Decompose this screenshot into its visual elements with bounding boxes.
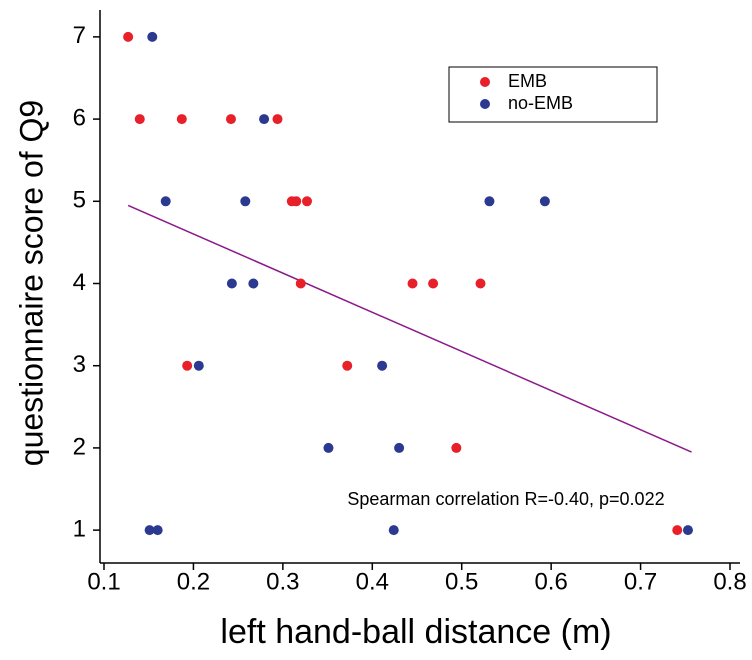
point [182, 360, 193, 371]
x-tick-label: 0.4 [356, 568, 389, 595]
y-tick-label: 5 [73, 187, 86, 214]
legend-marker [480, 77, 490, 87]
point [484, 196, 495, 207]
x-axis-title: left hand-ball distance (m) [220, 613, 611, 651]
point [225, 114, 236, 125]
point [682, 525, 693, 536]
point [248, 278, 259, 289]
legend-box [448, 66, 658, 123]
point [240, 196, 251, 207]
y-axis-title: questionnaire score of Q9 [13, 100, 49, 466]
point [176, 114, 187, 125]
point [272, 114, 283, 125]
point [291, 196, 302, 207]
point [407, 278, 418, 289]
y-tick-label: 7 [73, 22, 86, 49]
legend-marker [480, 99, 490, 109]
point [147, 31, 158, 42]
point [388, 525, 399, 536]
x-tick-label: 0.3 [266, 568, 299, 595]
y-tick-label: 4 [73, 269, 86, 296]
annotation: Spearman correlation R=-0.40, p=0.022 [347, 489, 664, 509]
point [539, 196, 550, 207]
point [475, 278, 486, 289]
legend-label: no-EMB [508, 93, 573, 113]
point [451, 442, 462, 453]
point [672, 525, 683, 536]
point [342, 360, 353, 371]
point [134, 114, 145, 125]
x-tick-label: 0.7 [624, 568, 657, 595]
y-tick-label: 6 [73, 104, 86, 131]
y-tick-label: 2 [73, 433, 86, 460]
trend-line [127, 204, 692, 453]
y-tick-label: 3 [73, 351, 86, 378]
point [144, 525, 155, 536]
x-tick-label: 0.1 [87, 568, 120, 595]
y-tick-label: 1 [73, 515, 86, 542]
point [123, 31, 134, 42]
point [428, 278, 439, 289]
point [160, 196, 171, 207]
x-tick-label: 0.5 [445, 568, 478, 595]
legend-label: EMB [508, 71, 547, 91]
point [295, 278, 306, 289]
point [302, 196, 313, 207]
point [323, 442, 334, 453]
x-tick-label: 0.6 [534, 568, 567, 595]
point [226, 278, 237, 289]
point [259, 114, 270, 125]
point [394, 442, 405, 453]
x-tick-label: 0.8 [713, 568, 746, 595]
point [193, 360, 204, 371]
x-tick-label: 0.2 [177, 568, 210, 595]
point [377, 360, 388, 371]
point [152, 525, 163, 536]
